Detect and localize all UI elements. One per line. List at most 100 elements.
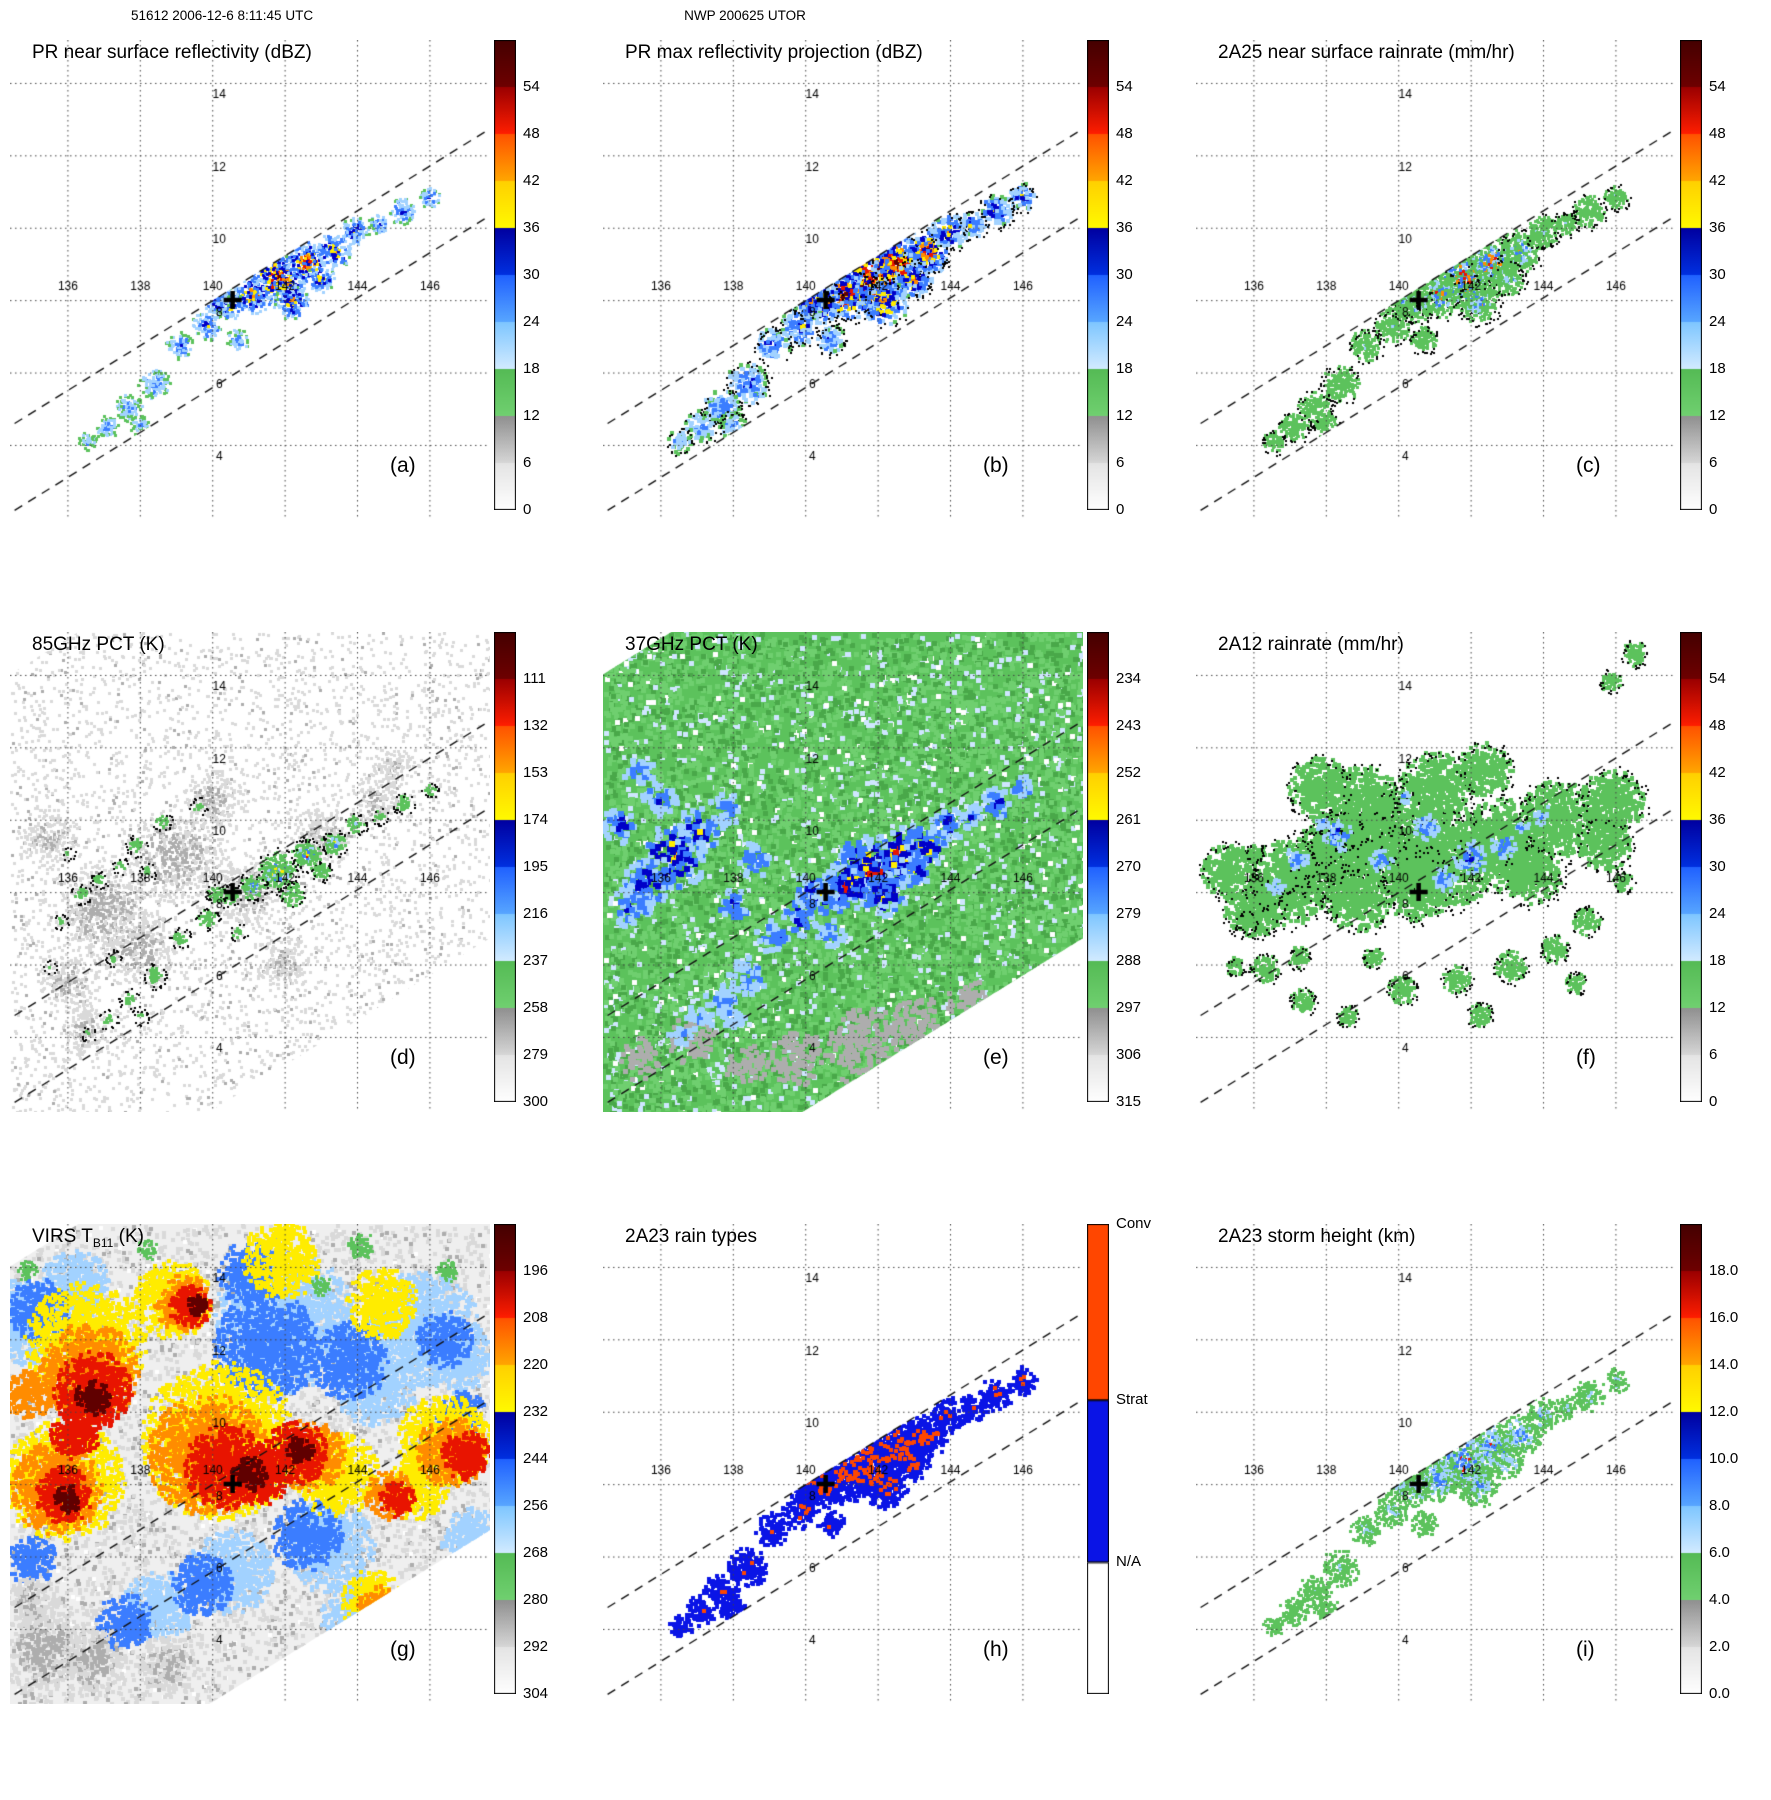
panel-title-end: (K) bbox=[113, 1226, 144, 1247]
map-canvas-g bbox=[10, 1224, 490, 1704]
colorbar-tick-label: 6 bbox=[1116, 454, 1125, 471]
panel-title-text: PR max reflectivity projection (dBZ) bbox=[625, 42, 923, 63]
panel-a: PR near surface reflectivity (dBZ) (a) 5… bbox=[2, 26, 594, 616]
colorbar-tick-label: 252 bbox=[1116, 764, 1142, 781]
colorbar-tick-label: 10.0 bbox=[1709, 1450, 1739, 1467]
colorbar-tick-label: 48 bbox=[1709, 717, 1726, 734]
panel-title-text: 2A23 storm height (km) bbox=[1218, 1226, 1416, 1247]
panel-letter: (g) bbox=[390, 1638, 416, 1661]
colorbar-tick-label: 54 bbox=[1709, 670, 1726, 687]
colorbar-tick-label: 306 bbox=[1116, 1046, 1142, 1063]
colorbar-tick-label: 0 bbox=[1709, 1093, 1718, 1110]
panel-letter: (i) bbox=[1576, 1638, 1595, 1661]
colorbar-tick-label: 24 bbox=[1116, 313, 1133, 330]
colorbar-f bbox=[1680, 632, 1702, 1102]
colorbar-tick-label: 12.0 bbox=[1709, 1403, 1739, 1420]
colorbar-tick-label: 54 bbox=[1116, 78, 1133, 95]
panel-title: VIRS TB11 (K) bbox=[32, 1226, 144, 1250]
colorbar-tick-label: 0 bbox=[1116, 501, 1125, 518]
colorbar-tick-label: 42 bbox=[1709, 764, 1726, 781]
colorbar-tick-label: Conv bbox=[1116, 1215, 1152, 1232]
colorbar-tick-label: 14.0 bbox=[1709, 1356, 1739, 1373]
panel-title-text: PR near surface reflectivity (dBZ) bbox=[32, 42, 312, 63]
colorbar-d bbox=[494, 632, 516, 1102]
panel-letter: (h) bbox=[983, 1638, 1009, 1661]
colorbar-tick-label: 196 bbox=[523, 1262, 549, 1279]
colorbar-tick-label: 12 bbox=[1709, 999, 1726, 1016]
colorbar-tick-label: 12 bbox=[1709, 407, 1726, 424]
colorbar-c bbox=[1680, 40, 1702, 510]
panel-title: 2A25 near surface rainrate (mm/hr) bbox=[1218, 42, 1515, 66]
colorbar-tick-label: 153 bbox=[523, 764, 549, 781]
colorbar-tick-label: 2.0 bbox=[1709, 1638, 1730, 1655]
colorbar-tick-label: 279 bbox=[1116, 905, 1142, 922]
map-canvas-b bbox=[603, 40, 1083, 520]
colorbar-tick-label: 237 bbox=[523, 952, 549, 969]
map-canvas-e bbox=[603, 632, 1083, 1112]
colorbar-tick-label: 24 bbox=[1709, 905, 1726, 922]
colorbar-tick-label: 220 bbox=[523, 1356, 549, 1373]
colorbar-tick-label: 24 bbox=[1709, 313, 1726, 330]
map-canvas-a bbox=[10, 40, 490, 520]
colorbar-tick-label: 216 bbox=[523, 905, 549, 922]
colorbar-tick-label: 280 bbox=[523, 1591, 549, 1608]
colorbar-tick-label: 0.0 bbox=[1709, 1685, 1730, 1702]
colorbar-tick-label: 48 bbox=[523, 125, 540, 142]
panel-c: 2A25 near surface rainrate (mm/hr) (c) 5… bbox=[1188, 26, 1771, 616]
panel-title-text: VIRS T bbox=[32, 1226, 93, 1247]
panel-letter: (e) bbox=[983, 1046, 1009, 1069]
colorbar-a bbox=[494, 40, 516, 510]
panel-e: 37GHz PCT (K) (e) 234 243 252 261 270 279 288 2… bbox=[595, 618, 1187, 1208]
colorbar-tick-label: 0 bbox=[1709, 501, 1718, 518]
panel-h: 2A23 rain types (h) Conv Strat N/A bbox=[595, 1210, 1187, 1800]
colorbar-tick-label: 42 bbox=[1709, 172, 1726, 189]
colorbar-tick-label: 315 bbox=[1116, 1093, 1142, 1110]
panel-title: 2A23 storm height (km) bbox=[1218, 1226, 1415, 1250]
scan-info-header: 51612 2006-12-6 8:11:45 UTC bbox=[130, 8, 314, 23]
colorbar-tick-label: 268 bbox=[523, 1544, 549, 1561]
colorbar-tick-label: 256 bbox=[523, 1497, 549, 1514]
panel-letter: (c) bbox=[1576, 454, 1601, 477]
colorbar-tick-label: 36 bbox=[1709, 811, 1726, 828]
colorbar-tick-label: 18 bbox=[523, 360, 540, 377]
colorbar-tick-label: 6 bbox=[1709, 454, 1718, 471]
colorbar-tick-label: 42 bbox=[1116, 172, 1133, 189]
colorbar-tick-label: 48 bbox=[1116, 125, 1133, 142]
colorbar-tick-label: 24 bbox=[523, 313, 540, 330]
colorbar-tick-label: 18 bbox=[1709, 360, 1726, 377]
panel-letter: (a) bbox=[390, 454, 416, 477]
colorbar-e bbox=[1087, 632, 1109, 1102]
colorbar-tick-label: 258 bbox=[523, 999, 549, 1016]
colorbar-tick-label: 4.0 bbox=[1709, 1591, 1730, 1608]
colorbar-tick-label: 174 bbox=[523, 811, 549, 828]
colorbar-tick-label: 288 bbox=[1116, 952, 1142, 969]
panel-b: PR max reflectivity projection (dBZ) (b)… bbox=[595, 26, 1187, 616]
colorbar-tick-label: 297 bbox=[1116, 999, 1142, 1016]
map-canvas-c bbox=[1196, 40, 1676, 520]
panel-d: 85GHz PCT (K) (d) 111 132 153 174 195 216 237 2… bbox=[2, 618, 594, 1208]
panel-g: VIRS TB11 (K) (g) 196 208 220 232 244 256 268 2… bbox=[2, 1210, 594, 1800]
colorbar-tick-label: 30 bbox=[1709, 266, 1726, 283]
panel-title-text: 85GHz PCT (K) bbox=[32, 634, 165, 655]
colorbar-tick-label: 36 bbox=[523, 219, 540, 236]
colorbar-tick-label: 36 bbox=[1709, 219, 1726, 236]
colorbar-tick-label: 244 bbox=[523, 1450, 549, 1467]
storm-name-header: NWP 200625 UTOR bbox=[684, 8, 806, 23]
colorbar-tick-label: 243 bbox=[1116, 717, 1142, 734]
map-canvas-d bbox=[10, 632, 490, 1112]
colorbar-h bbox=[1087, 1224, 1109, 1694]
colorbar-tick-label: 270 bbox=[1116, 858, 1142, 875]
colorbar-tick-label: 279 bbox=[523, 1046, 549, 1063]
colorbar-tick-label: 12 bbox=[523, 407, 540, 424]
map-canvas-f bbox=[1196, 632, 1676, 1112]
panel-title: 2A12 rainrate (mm/hr) bbox=[1218, 634, 1404, 658]
colorbar-tick-label: 234 bbox=[1116, 670, 1142, 687]
panel-i: 2A23 storm height (km) (i) 18.0 16.0 14.0 1… bbox=[1188, 1210, 1771, 1800]
colorbar-i bbox=[1680, 1224, 1702, 1694]
colorbar-tick-label: 48 bbox=[1709, 125, 1726, 142]
colorbar-tick-label: 300 bbox=[523, 1093, 549, 1110]
colorbar-tick-label: 0 bbox=[523, 501, 532, 518]
colorbar-tick-label: 16.0 bbox=[1709, 1309, 1739, 1326]
panel-title: 2A23 rain types bbox=[625, 1226, 757, 1250]
colorbar-tick-label: 6.0 bbox=[1709, 1544, 1730, 1561]
